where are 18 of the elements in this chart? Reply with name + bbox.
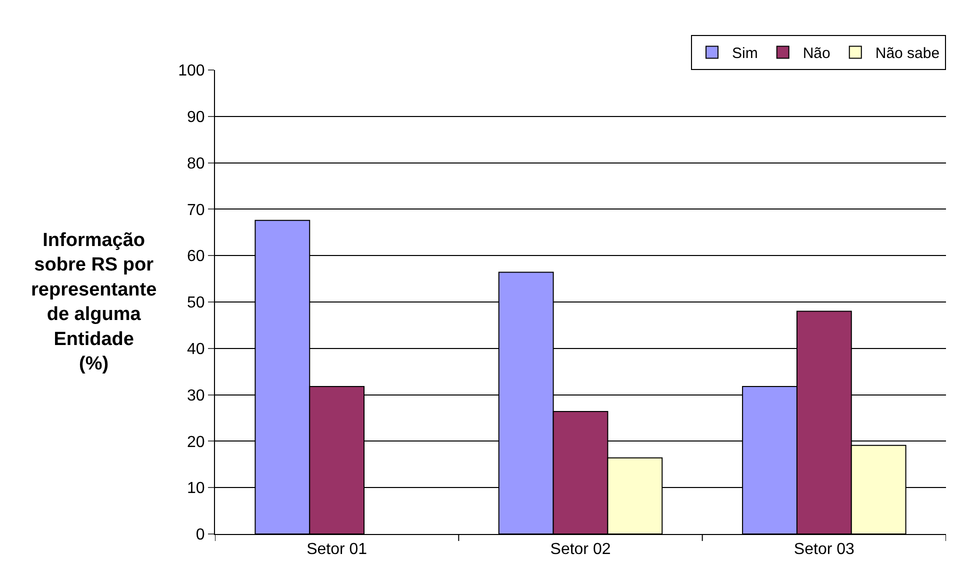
y-tick-label: 20 <box>187 434 205 451</box>
y-tick-label: 30 <box>187 387 205 404</box>
x-tick-label: Setor 02 <box>550 541 611 558</box>
y-tick-label: 50 <box>187 294 205 312</box>
y-tick-label: 80 <box>187 155 205 172</box>
y-tick-label: 0 <box>196 526 205 544</box>
y-tick-label: 40 <box>187 341 205 358</box>
legend-label: Sim <box>732 45 758 62</box>
y-tick-label: 10 <box>187 480 205 498</box>
y-tick-label: 100 <box>178 62 205 80</box>
y-tick-label: 90 <box>187 109 205 126</box>
legend-label: Não sabe <box>875 45 940 62</box>
y-tick-label: 60 <box>187 248 205 266</box>
x-tick-label: Setor 01 <box>306 541 368 558</box>
y-axis-title: Informação sobre RS por representante de alguma Entidade (%) <box>31 230 157 374</box>
x-tick-label: Setor 03 <box>794 541 855 558</box>
legend-label: Não <box>802 45 830 62</box>
y-tick-label: 70 <box>187 202 205 219</box>
